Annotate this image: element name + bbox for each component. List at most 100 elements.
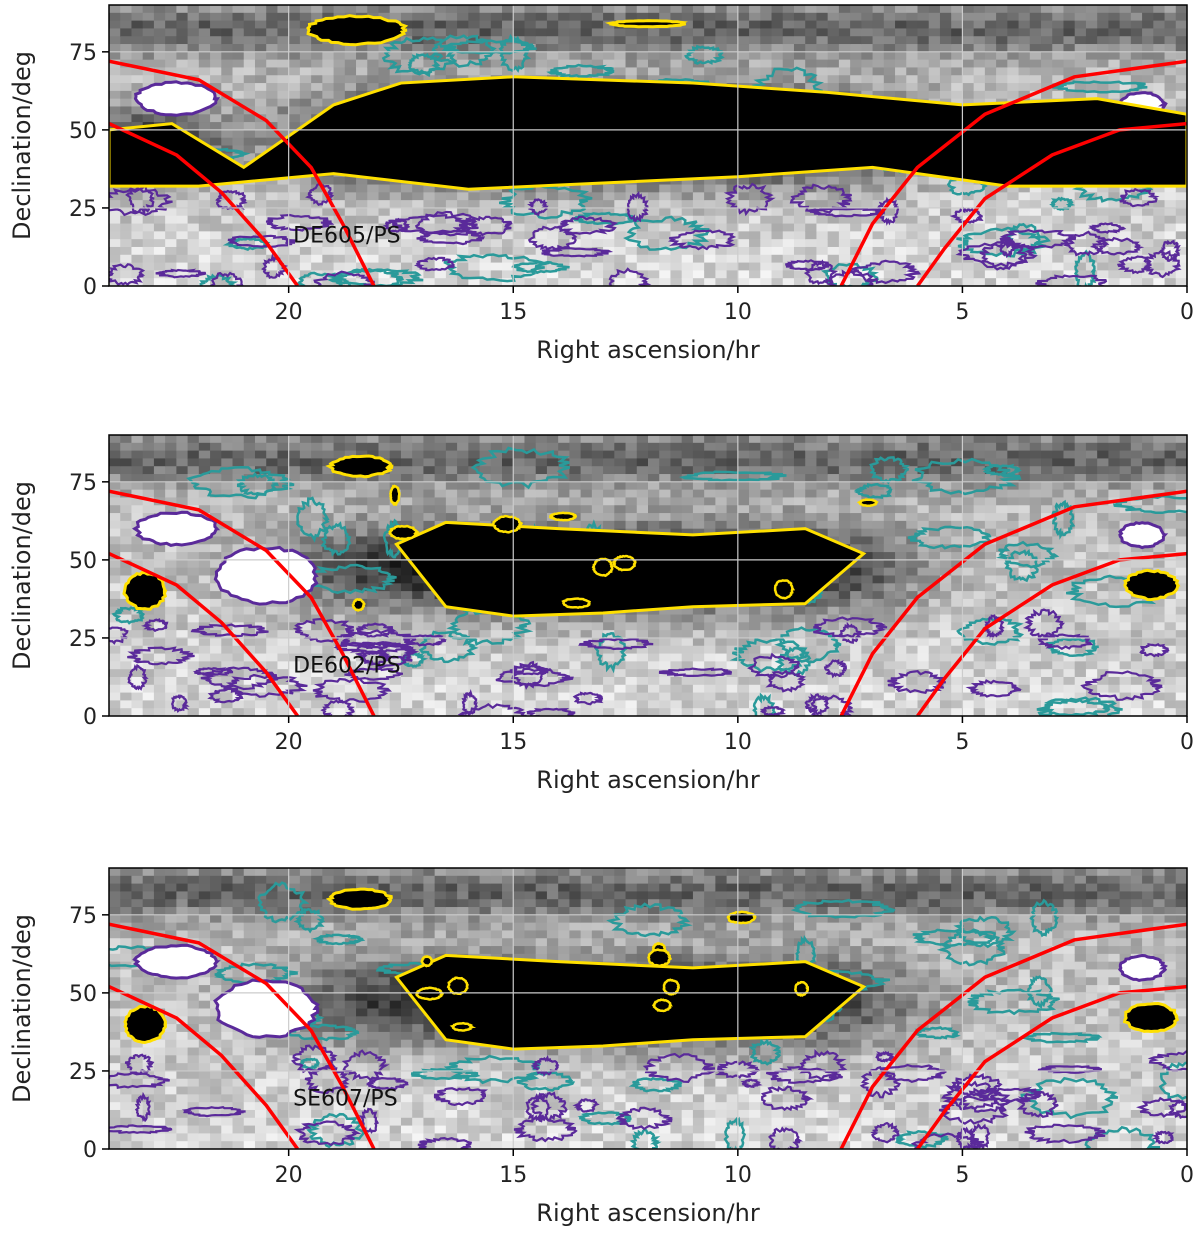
contour-purple (1117, 255, 1154, 275)
plot-frame (108, 434, 1188, 717)
contour-purple (746, 652, 800, 681)
contour-yellow (449, 1021, 477, 1032)
boundary-curve-2 (109, 122, 300, 286)
contour-teal (511, 260, 570, 275)
x-tick-label: 20 (275, 300, 303, 325)
boundary-curve-2 (109, 985, 300, 1149)
contour-purple (181, 1106, 246, 1118)
contour-purple (974, 1086, 1042, 1103)
contour-purple (797, 1049, 848, 1082)
contour-purple (848, 259, 922, 285)
contour-teal (498, 184, 593, 220)
contour-white-region (213, 545, 319, 606)
contour-purple (955, 1126, 976, 1149)
contour-teal (1052, 80, 1148, 94)
contour-teal (577, 1111, 632, 1126)
contour-purple (200, 666, 280, 691)
x-tick-label: 0 (1180, 300, 1194, 325)
contour-yellow (548, 511, 578, 522)
contour-teal (335, 267, 405, 286)
contour-purple (1080, 670, 1164, 701)
contour-purple (1089, 236, 1145, 256)
contour-teal (956, 226, 1051, 258)
contour-teal (966, 988, 1060, 1016)
contour-teal (995, 540, 1060, 569)
contour-purple (578, 637, 654, 651)
contour-purple (461, 689, 478, 716)
contour-purple (809, 694, 855, 716)
contour-purple (999, 228, 1077, 249)
x-tick-label: 0 (1180, 730, 1194, 755)
contour-purple (876, 196, 900, 226)
contour-purple (127, 646, 195, 666)
heatmap-image (109, 868, 1187, 1149)
contour-purple (1136, 1096, 1187, 1118)
contour-teal (774, 646, 812, 677)
contour-yellow (420, 955, 434, 968)
contour-teal (729, 637, 808, 673)
contour-purple (109, 263, 146, 286)
contour-teal (293, 907, 326, 934)
contour-purple (785, 259, 832, 272)
contour-teal (498, 33, 532, 73)
contour-purple (759, 705, 787, 716)
contour-teal (894, 1130, 949, 1149)
contour-purple (526, 707, 576, 716)
station-label: DE602/PS (293, 653, 400, 678)
contour-purple (1015, 1090, 1059, 1118)
contour-yellow (856, 498, 879, 508)
contour-yellow-main (109, 75, 1187, 191)
contour-purple (667, 229, 737, 251)
contour-teal (981, 463, 1022, 477)
boundary-curve-3 (839, 489, 1187, 716)
contour-purple (808, 207, 885, 218)
contour-yellow-main (394, 953, 867, 1051)
x-tick-label: 15 (499, 1163, 527, 1188)
y-tick-label: 25 (69, 197, 97, 222)
x-tick-label: 5 (955, 730, 969, 755)
contour-yellow (415, 986, 445, 1001)
contour-purple (940, 1080, 1003, 1111)
x-axis-label: Right ascension/hr (536, 766, 760, 794)
contour-purple (813, 616, 888, 639)
contour-purple (511, 660, 548, 691)
contour-purple (951, 1073, 1003, 1098)
contour-purple (356, 622, 398, 639)
contour-purple (1024, 1123, 1106, 1144)
boundary-curve-4 (916, 551, 1187, 716)
contour-purple (358, 1107, 380, 1134)
contour-purple (134, 1091, 152, 1123)
contour-yellow (604, 19, 688, 29)
contour-purple (626, 190, 649, 223)
y-tick-label: 75 (69, 904, 97, 929)
x-axis-label: Right ascension/hr (536, 336, 760, 364)
contour-purple (804, 693, 831, 716)
contour-teal (593, 632, 628, 674)
contour-purple (527, 225, 578, 253)
contour-purple (658, 667, 733, 677)
y-tick-label: 0 (83, 1138, 97, 1163)
y-tick-label: 75 (69, 41, 97, 66)
contour-teal (296, 496, 330, 543)
contour-teal (1026, 975, 1053, 1009)
contour-teal (516, 1071, 576, 1092)
contour-teal (257, 881, 310, 924)
contour-purple (768, 1126, 804, 1149)
contour-teal (748, 1037, 782, 1066)
contour-teal (1003, 548, 1039, 583)
contour-teal (298, 1057, 320, 1070)
contour-purple (715, 1060, 762, 1079)
boundary-curve-4 (916, 984, 1187, 1149)
contour-white-region (1118, 953, 1168, 982)
contour-purple (1037, 1065, 1103, 1074)
contour-purple (527, 198, 549, 217)
contour-purple (1035, 274, 1108, 286)
x-tick-label: 15 (499, 730, 527, 755)
contour-purple (433, 1086, 489, 1107)
y-tick-label: 50 (69, 982, 97, 1007)
contour-purple (414, 210, 479, 237)
contour-yellow (491, 514, 524, 534)
contour-purple (958, 1087, 1011, 1113)
contour-purple (109, 1124, 173, 1134)
contour-purple (304, 1066, 351, 1095)
